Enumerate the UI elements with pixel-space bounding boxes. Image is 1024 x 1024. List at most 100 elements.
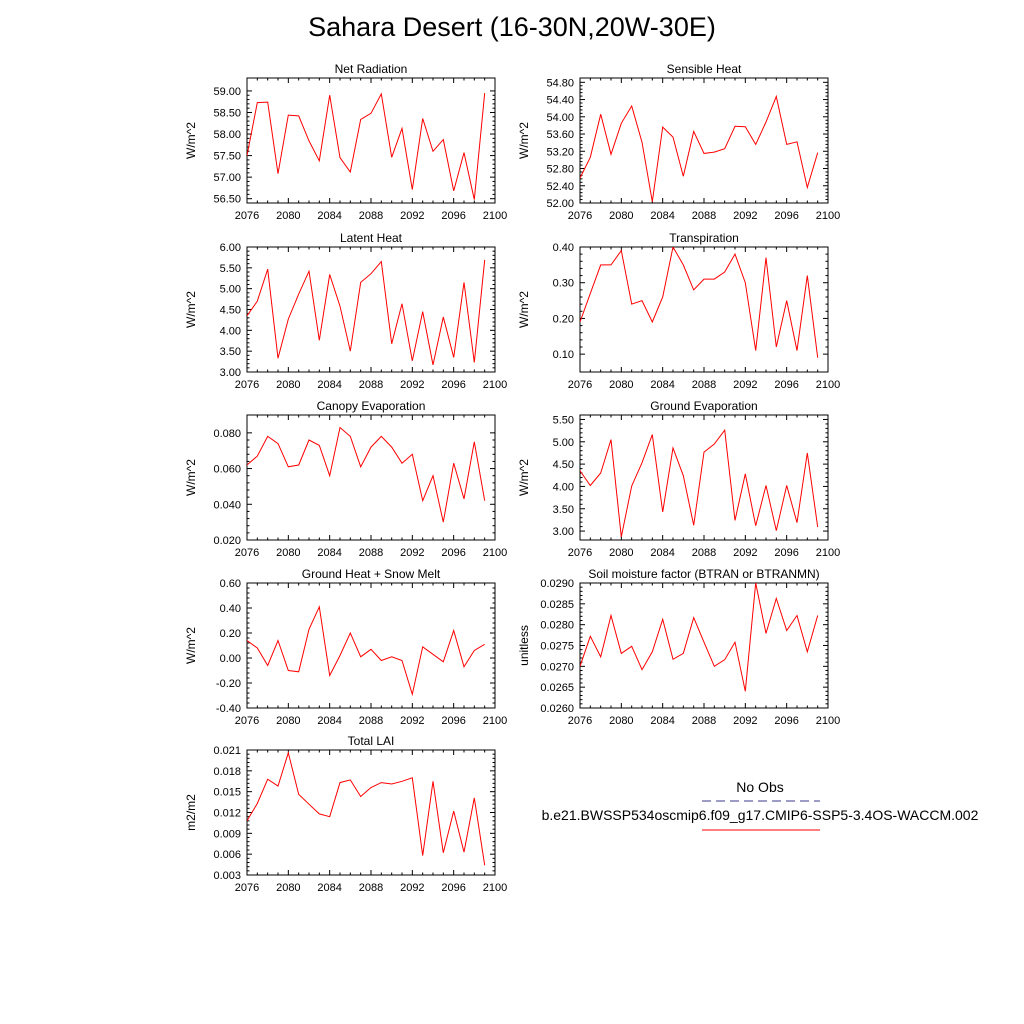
panel-title: Transpiration [669,231,739,245]
x-tick-label: 2080 [276,715,300,727]
series-line [247,750,486,866]
panel-8: Soil moisture factor (BTRAN or BTRANMN) 2… [517,567,840,727]
y-tick-label: 0.30 [553,278,574,290]
x-tick-label: 2092 [400,379,424,391]
x-tick-label: 2100 [816,547,840,559]
y-tick-label: 53.60 [546,129,574,141]
y-tick-label: 0.080 [213,428,241,440]
x-tick-label: 2080 [609,715,633,727]
x-tick-label: 2076 [235,715,259,727]
y-tick-label: 52.80 [546,164,574,176]
x-tick-label: 2080 [276,882,300,894]
series-line [247,605,485,697]
y-axis-label: W/m^2 [184,459,198,496]
y-axis-label: W/m^2 [184,122,198,159]
y-tick-label: 5.50 [220,263,241,275]
x-tick-label: 2088 [692,547,716,559]
panel-3: Latent Heat 2076 2080 2084 2088 2092 2096 2100 3… [184,231,507,391]
y-tick-label: 0.40 [220,603,241,615]
x-tick-label: 2080 [276,547,300,559]
x-tick-label: 2088 [692,715,716,727]
x-tick-label: 2088 [359,882,383,894]
y-tick-label: 0.012 [213,808,241,820]
x-tick-label: 2100 [483,547,507,559]
y-tick-label: 6.00 [220,242,241,254]
plot-frame [246,749,496,876]
x-tick-label: 2080 [609,547,633,559]
x-tick-label: 2076 [568,210,592,222]
y-axis-label: unitless [517,625,531,666]
y-tick-label: 0.0285 [540,599,574,611]
panel-title: Net Radiation [335,62,408,76]
plot-frame [579,414,829,541]
x-tick-label: 2096 [774,379,798,391]
series-line [580,247,819,358]
y-axis-label: W/m^2 [517,291,531,328]
plot-frame [579,246,829,373]
series-line [247,426,486,523]
y-tick-label: -0.20 [216,678,241,690]
panel-7: Ground Heat + Snow Melt 2076 2080 2084 2088 2… [184,567,507,727]
x-tick-label: 2088 [359,379,383,391]
y-tick-label: 5.50 [553,414,574,426]
y-tick-label: 4.00 [220,325,241,337]
y-tick-label: 0.003 [213,870,241,882]
x-tick-label: 2084 [317,547,341,559]
y-tick-label: 0.20 [220,628,241,640]
y-tick-label: 0.0275 [540,641,574,653]
panel-title: Total LAI [348,734,395,748]
x-tick-label: 2100 [483,882,507,894]
y-tick-label: 57.00 [213,172,241,184]
y-tick-label: 53.20 [546,146,574,158]
panel-5: Canopy Evaporation 2076 2080 2084 2088 2092 20… [184,399,507,559]
series-line [247,92,486,200]
y-tick-label: 0.021 [213,745,241,757]
x-tick-label: 2092 [400,882,424,894]
panel-title: Ground Heat + Snow Melt [302,567,441,581]
x-tick-label: 2092 [733,210,757,222]
panel-6: Ground Evaporation 2076 2080 2084 2088 2092 20… [517,399,840,559]
plot-frame [579,77,829,204]
x-tick-label: 2076 [235,379,259,391]
x-tick-label: 2100 [816,715,840,727]
x-tick-label: 2076 [568,547,592,559]
x-tick-label: 2080 [609,210,633,222]
legend-lines [702,800,820,831]
x-tick-label: 2080 [609,379,633,391]
series-line [580,94,819,202]
x-tick-label: 2076 [235,547,259,559]
x-tick-label: 2096 [441,715,465,727]
y-axis-label: W/m^2 [517,459,531,496]
x-tick-label: 2096 [774,547,798,559]
y-axis-label: W/m^2 [517,122,531,159]
x-tick-label: 2100 [816,379,840,391]
y-tick-label: 58.50 [213,107,241,119]
y-tick-label: 57.50 [213,151,241,163]
legend-case-label: b.e21.BWSSP534oscmip6.f09_g17.CMIP6-SSP5… [541,807,979,823]
x-tick-label: 2096 [774,715,798,727]
panel-title: Sensible Heat [667,62,742,76]
y-tick-label: 4.00 [553,481,574,493]
y-tick-label: 0.0265 [540,682,574,694]
panel-title: Soil moisture factor (BTRAN or BTRANMN) [588,567,819,581]
panel-title: Latent Heat [340,231,403,245]
x-tick-label: 2092 [733,547,757,559]
y-tick-label: 54.00 [546,112,574,124]
figure-title: Sahara Desert (16-30N,20W-30E) [308,12,716,42]
y-tick-label: 0.009 [213,828,241,840]
y-axis-label: W/m^2 [184,291,198,328]
x-tick-label: 2100 [483,379,507,391]
y-tick-label: 0.0270 [540,661,574,673]
plot-frame [246,246,496,373]
panel-9: Total LAI 2076 2080 2084 2088 2092 2096 2100 0.0… [184,734,507,894]
plot-frame [579,582,829,709]
y-tick-label: 3.50 [220,346,241,358]
x-tick-label: 2092 [400,715,424,727]
y-tick-label: 0.10 [553,349,574,361]
y-tick-label: 54.80 [546,77,574,89]
y-tick-label: 0.020 [213,535,241,547]
x-tick-label: 2080 [276,210,300,222]
panel-2: Sensible Heat 2076 2080 2084 2088 2092 2096 210… [517,62,840,222]
y-tick-label: 3.50 [553,504,574,516]
